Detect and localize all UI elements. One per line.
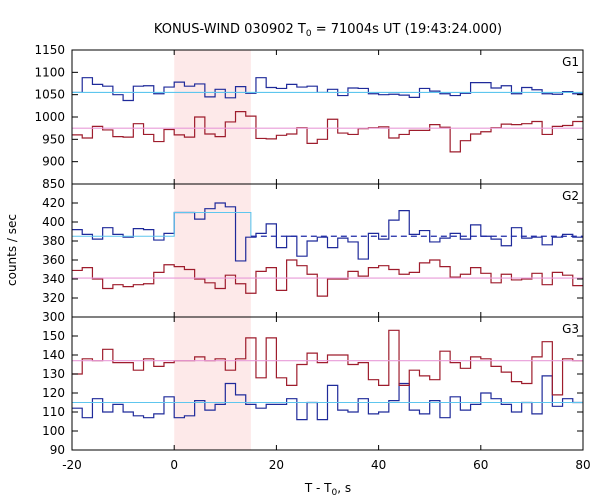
highlight-interval: [174, 317, 251, 450]
y-tick-label: 130: [42, 367, 65, 381]
y-tick-label: 380: [42, 234, 65, 248]
background-fit-line: [72, 211, 252, 237]
panel-label: G1: [562, 55, 579, 69]
y-tick-label: 1100: [34, 65, 65, 79]
y-tick-label: 360: [42, 253, 65, 267]
count-histogram-upper-hist: [72, 375, 583, 421]
panel-label: G3: [562, 322, 579, 336]
panel-g1: 850 900 950 1000 1050 1100 1150 G1: [34, 43, 584, 191]
y-tick-label: 900: [42, 155, 65, 169]
x-tick-label: 40: [371, 458, 386, 472]
highlight-interval: [174, 184, 251, 317]
y-tick-label: 420: [42, 196, 65, 210]
count-histogram-upper-hist: [72, 77, 583, 102]
panel-frame: [71, 49, 584, 185]
y-tick-label: 300: [42, 310, 65, 324]
panel-frame: [71, 316, 584, 451]
x-tick-label: 20: [269, 458, 284, 472]
y-tick-label: 150: [42, 329, 65, 343]
count-histogram-lower-hist: [72, 259, 583, 297]
y-tick-label: 90: [50, 443, 65, 457]
x-axis-label: T - T0, s: [304, 481, 351, 498]
highlight-interval: [174, 50, 251, 184]
y-axis-label: counts / sec: [5, 214, 19, 286]
y-tick-label: 340: [42, 272, 65, 286]
y-tick-label: 850: [42, 177, 65, 191]
count-histogram-upper-hist: [72, 202, 583, 262]
count-histogram-lower-hist: [72, 329, 583, 396]
y-tick-label: 100: [42, 424, 65, 438]
panel-g3: 90 100 110 120 130 140 150 G3: [42, 316, 584, 457]
y-tick-label: 320: [42, 291, 65, 305]
panel-label: G2: [562, 189, 579, 203]
x-tick-label: 80: [575, 458, 590, 472]
y-tick-label: 1050: [34, 88, 65, 102]
panel-g2: 300 320 340 360 380 400 420 G2: [42, 183, 584, 324]
x-tick-label: 60: [473, 458, 488, 472]
y-tick-label: 140: [42, 348, 65, 362]
panel-frame: [71, 183, 584, 318]
y-tick-label: 400: [42, 215, 65, 229]
y-tick-label: 1000: [34, 110, 65, 124]
count-histogram-lower-hist: [72, 111, 583, 153]
y-tick-label: 110: [42, 405, 65, 419]
x-tick-label: -20: [62, 458, 82, 472]
chart-title: KONUS-WIND 030902 T0 = 71004s UT (19:43:…: [154, 22, 502, 39]
x-tick-label: 0: [170, 458, 178, 472]
plot-area: 8509009501000105011001150G13003203403603…: [34, 43, 590, 472]
y-tick-label: 120: [42, 386, 65, 400]
y-tick-label: 950: [42, 132, 65, 146]
y-tick-label: 1150: [34, 43, 65, 57]
